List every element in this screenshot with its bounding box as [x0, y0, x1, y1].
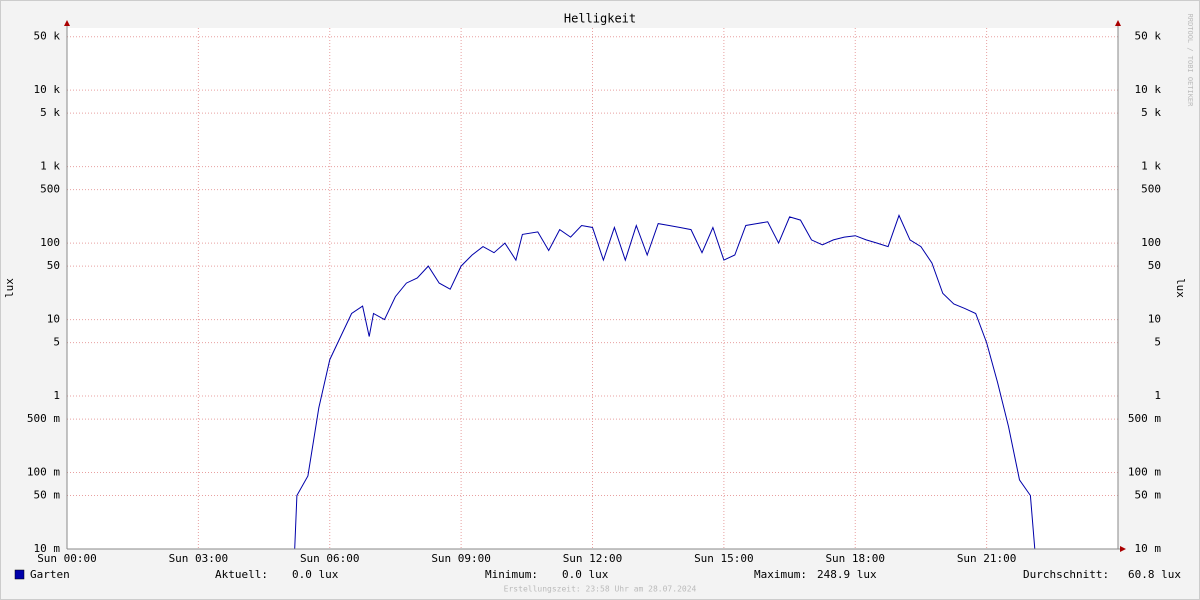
x-tick-label: Sun 09:00	[431, 552, 491, 565]
y-tick-label: 500 m	[27, 412, 60, 425]
y-tick-label: 1	[53, 389, 60, 402]
y-tick-label-right: 500 m	[1128, 412, 1161, 425]
stat-label: Durchschnitt:	[1023, 568, 1109, 581]
x-tick-label: Sun 18:00	[825, 552, 885, 565]
chart-title: Helligkeit	[564, 12, 636, 26]
x-tick-label: Sun 00:00	[37, 552, 97, 565]
stat-label: Minimum:	[485, 568, 538, 581]
legend-swatch	[14, 569, 25, 580]
y-tick-label: 100 m	[27, 466, 60, 479]
stat-value: 60.8 lux	[1128, 568, 1181, 581]
grid	[66, 28, 1118, 550]
stat-value: 248.9 lux	[817, 568, 877, 581]
stat-label: Maximum:	[754, 568, 807, 581]
y-tick-label-right: 100	[1141, 236, 1161, 249]
y-tick-label: 1 k	[40, 160, 60, 173]
marks	[67, 214, 1118, 550]
y-tick-label-right: 1 k	[1141, 160, 1161, 173]
y-axis-label-right: lux	[1174, 278, 1187, 298]
y-tick-label: 5 k	[40, 106, 60, 119]
stat-label: Aktuell:	[215, 568, 268, 581]
y-tick-label: 500	[40, 183, 60, 196]
y-tick-label: 100	[40, 236, 60, 249]
stat-value: 0.0 lux	[292, 568, 339, 581]
y-tick-label: 50	[47, 259, 60, 272]
y-tick-label-right: 10 m	[1135, 542, 1162, 555]
plot-area	[67, 28, 1118, 549]
y-tick-label-right: 50 m	[1135, 489, 1162, 502]
axis-arrow	[64, 20, 70, 26]
y-tick-label: 5	[53, 336, 60, 349]
x-tick-label: Sun 15:00	[694, 552, 754, 565]
y-tick-label: 10 k	[34, 83, 61, 96]
x-tick-label: Sun 06:00	[300, 552, 360, 565]
y-tick-label-right: 1	[1154, 389, 1161, 402]
y-tick-label-right: 50	[1148, 259, 1161, 272]
y-tick-label: 50 k	[34, 30, 61, 43]
y-tick-label-right: 100 m	[1128, 466, 1161, 479]
y-tick-label-right: 10	[1148, 313, 1161, 326]
y-tick-label: 10	[47, 313, 60, 326]
footer: Erstellungszeit: 23:58 Uhr am 28.07.2024	[504, 585, 697, 594]
y-tick-label-right: 5 k	[1141, 106, 1161, 119]
y-tick-label-right: 500	[1141, 183, 1161, 196]
x-tick-label: Sun 21:00	[957, 552, 1017, 565]
y-axis-label: lux	[3, 278, 16, 298]
y-tick-label: 10 m	[34, 542, 61, 555]
x-tick-label: Sun 03:00	[169, 552, 229, 565]
legend-label: Garten	[30, 568, 70, 581]
axis-arrow	[1115, 20, 1121, 26]
data-line	[67, 214, 1118, 550]
x-tick-label: Sun 12:00	[563, 552, 623, 565]
y-tick-label-right: 50 k	[1135, 30, 1162, 43]
axis-arrow	[1120, 546, 1126, 552]
y-tick-label-right: 5	[1154, 336, 1161, 349]
stat-value: 0.0 lux	[562, 568, 609, 581]
watermark: RRDTOOL / TOBI OETIKER	[1186, 14, 1194, 108]
y-tick-label-right: 10 k	[1135, 83, 1162, 96]
y-tick-label: 50 m	[34, 489, 61, 502]
